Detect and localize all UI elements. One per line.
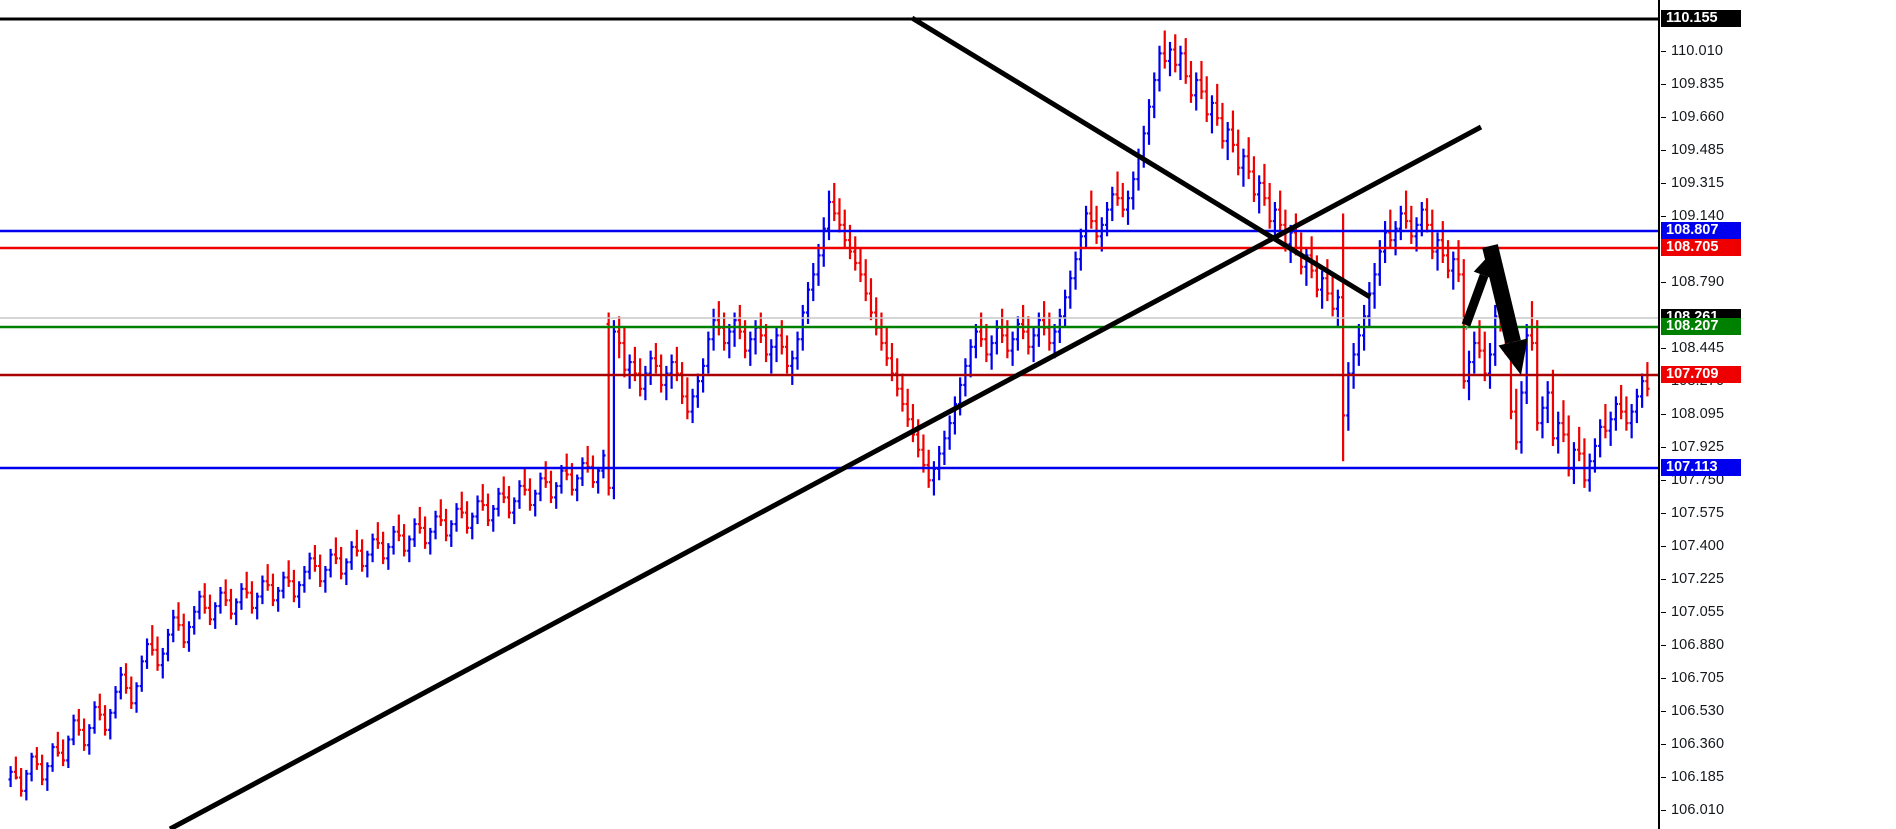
- price-tick: 107.575: [1660, 505, 1725, 521]
- up-arrow-thin-shaft: [1461, 273, 1489, 327]
- tick-mark-icon: [1661, 611, 1666, 613]
- price-scale[interactable]: 110.010 109.835 109.660 109.485 109.315 109.1…: [1658, 0, 1896, 829]
- tick-mark-icon: [1661, 809, 1666, 811]
- price-tick: 110.010: [1660, 43, 1724, 59]
- price-tick: 109.315: [1660, 175, 1725, 191]
- down-arrow-thick-shaft: [1482, 244, 1521, 344]
- price-tick: 107.055: [1660, 604, 1725, 620]
- price-tick-label: 110.010: [1671, 43, 1724, 59]
- price-tick-label: 106.360: [1671, 736, 1725, 752]
- price-tick: 109.140: [1660, 208, 1725, 224]
- price-tick: 109.835: [1660, 76, 1725, 92]
- red-level-tag-upper[interactable]: 108.705: [1661, 239, 1741, 256]
- tick-mark-icon: [1661, 776, 1666, 778]
- tick-mark-icon: [1661, 644, 1666, 646]
- price-tick-label: 106.530: [1671, 703, 1725, 719]
- price-tick-label: 106.010: [1671, 802, 1725, 818]
- price-tick: 106.880: [1660, 637, 1725, 653]
- price-tick-label: 109.485: [1671, 142, 1725, 158]
- tick-mark-icon: [1661, 215, 1666, 217]
- chart-canvas: [0, 15, 1660, 829]
- down-arrow-thick[interactable]: [1482, 244, 1528, 375]
- price-tick-label: 107.055: [1671, 604, 1725, 620]
- price-tick: 108.790: [1660, 274, 1725, 290]
- tick-mark-icon: [1661, 347, 1666, 349]
- price-tick: 106.360: [1660, 736, 1725, 752]
- price-tick: 107.925: [1660, 439, 1725, 455]
- tick-mark-icon: [1661, 116, 1666, 118]
- price-tick-label: 107.925: [1671, 439, 1725, 455]
- tick-mark-icon: [1661, 413, 1666, 415]
- price-tick-label: 106.880: [1671, 637, 1725, 653]
- price-tick-label: 108.095: [1671, 406, 1725, 422]
- price-tick-label: 109.315: [1671, 175, 1725, 191]
- blue-level-tag-upper[interactable]: 108.807: [1661, 222, 1741, 239]
- tick-mark-icon: [1661, 512, 1666, 514]
- chart-plot-area[interactable]: [0, 0, 1660, 829]
- tick-mark-icon: [1661, 83, 1666, 85]
- price-tick: 109.660: [1660, 109, 1725, 125]
- ohlc-series: [8, 30, 1650, 801]
- tick-mark-icon: [1661, 677, 1666, 679]
- tick-mark-icon: [1661, 182, 1666, 184]
- tick-mark-icon: [1661, 743, 1666, 745]
- price-tick-label: 107.575: [1671, 505, 1725, 521]
- price-tick-label: 107.750: [1671, 472, 1725, 488]
- price-tick: 109.485: [1660, 142, 1725, 158]
- price-tick: 106.530: [1660, 703, 1725, 719]
- down-arrow-thick-head: [1498, 338, 1528, 375]
- tick-mark-icon: [1661, 281, 1666, 283]
- downtrend-line[interactable]: [910, 15, 1372, 300]
- price-tick: 106.185: [1660, 769, 1725, 785]
- tick-mark-icon: [1661, 578, 1666, 580]
- price-tick: 106.010: [1660, 802, 1725, 818]
- uptrend-line[interactable]: [168, 124, 1483, 829]
- price-tick-label: 109.140: [1671, 208, 1725, 224]
- price-tick-label: 106.185: [1671, 769, 1725, 785]
- price-tick-label: 107.225: [1671, 571, 1725, 587]
- price-tick-label: 108.790: [1671, 274, 1725, 290]
- price-tick: 107.400: [1660, 538, 1725, 554]
- resistance-level-tag[interactable]: 110.155: [1661, 10, 1741, 27]
- price-tick-label: 108.445: [1671, 340, 1725, 356]
- green-level-tag[interactable]: 108.207: [1661, 318, 1741, 335]
- price-tick: 108.445: [1660, 340, 1725, 356]
- tick-mark-icon: [1661, 149, 1666, 151]
- tick-mark-icon: [1661, 479, 1666, 481]
- price-tick: 108.095: [1660, 406, 1725, 422]
- price-tick-label: 109.660: [1671, 109, 1725, 125]
- price-tick: 107.225: [1660, 571, 1725, 587]
- blue-level-tag-lower[interactable]: 107.113: [1661, 459, 1741, 476]
- tick-mark-icon: [1661, 545, 1666, 547]
- price-tick: 107.750: [1660, 472, 1725, 488]
- price-tick-label: 106.705: [1671, 670, 1725, 686]
- price-tick: 106.705: [1660, 670, 1725, 686]
- tick-mark-icon: [1661, 50, 1666, 52]
- tick-mark-icon: [1661, 446, 1666, 448]
- price-tick-label: 109.835: [1671, 76, 1725, 92]
- price-tick-label: 107.400: [1671, 538, 1725, 554]
- red-level-tag-lower[interactable]: 107.709: [1661, 366, 1741, 383]
- tick-mark-icon: [1661, 710, 1666, 712]
